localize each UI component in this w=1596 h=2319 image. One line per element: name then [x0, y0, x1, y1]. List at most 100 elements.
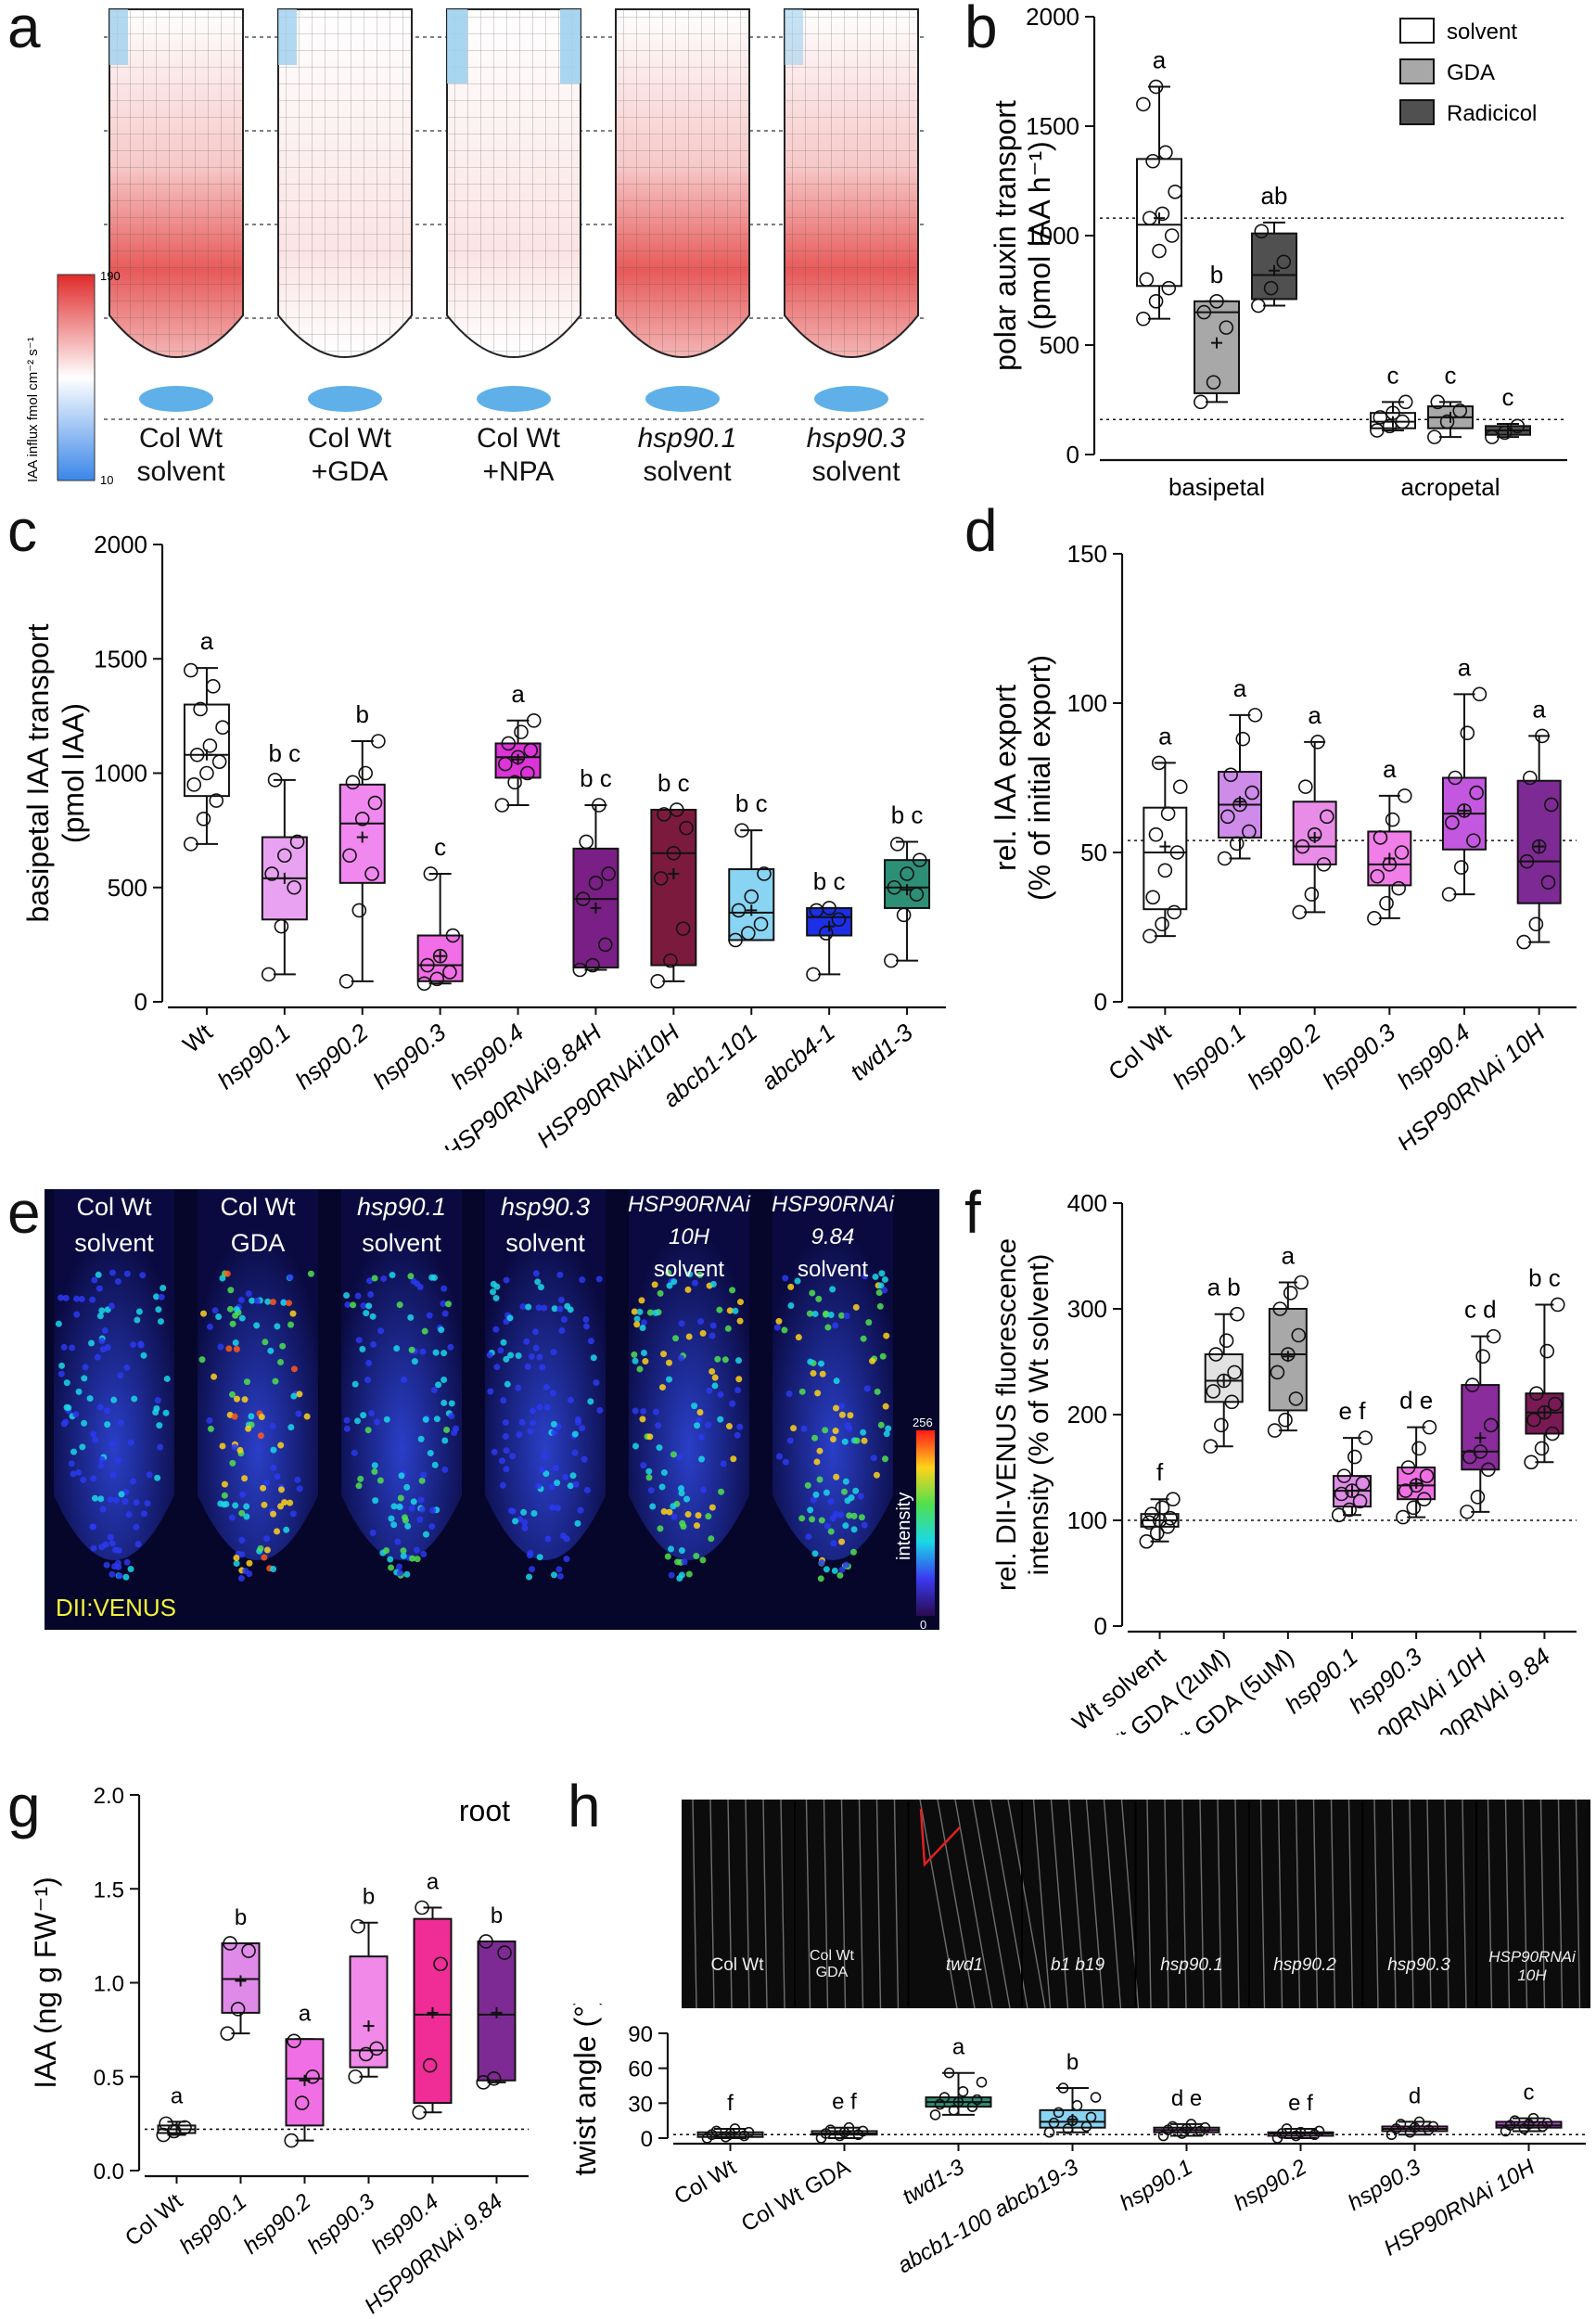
cell-wall-line: [1085, 1800, 1104, 2008]
nucleus-dot: [649, 1503, 657, 1510]
nucleus-dot: [705, 1513, 712, 1520]
cell-wall-line: [972, 1800, 1011, 2008]
data-point: [824, 2124, 836, 2136]
data-point: [1382, 857, 1398, 872]
nucleus-dot: [289, 1510, 297, 1518]
nucleus-dot: [865, 1319, 873, 1326]
nucleus-dot: [827, 1312, 835, 1319]
data-point: [494, 798, 510, 813]
nucleus-dot: [270, 1510, 277, 1518]
root-caption-2: Col Wt +GDA: [308, 423, 391, 487]
significance-letter: a: [1233, 674, 1247, 702]
root-caption-1: Col Wt solvent: [136, 423, 225, 487]
box-col-wt: a: [156, 2083, 197, 2143]
data-point: [507, 775, 522, 790]
cell-wall-line: [1007, 1800, 1046, 2008]
data-point: [264, 866, 279, 881]
data-point: [433, 1956, 448, 1972]
nucleus-dot: [127, 1439, 134, 1446]
nucleus-dot: [231, 1443, 238, 1451]
data-point: [1245, 785, 1259, 801]
nucleus-dot: [700, 1486, 708, 1493]
nucleus-dot: [388, 1515, 395, 1522]
significance-letter: d e: [1399, 1387, 1433, 1415]
data-point: [1214, 1417, 1229, 1433]
nucleus-dot: [232, 1312, 239, 1319]
nucleus-dot: [491, 1448, 498, 1455]
venus-caption-6: HSP90RNAi 9.84 solvent: [771, 1192, 895, 1282]
significance-letter: a b: [1207, 1274, 1241, 1301]
nucleus-dot: [123, 1558, 131, 1566]
influx-colorbar: [57, 274, 96, 481]
nucleus-dot: [696, 1408, 704, 1416]
data-point: [1066, 2115, 1079, 2126]
nucleus-dot: [79, 1443, 86, 1451]
nucleus-dot: [55, 1320, 62, 1327]
nucleus-dot: [90, 1544, 97, 1552]
nucleus-dot: [636, 1308, 644, 1315]
nucleus-dot: [670, 1503, 677, 1510]
nucleus-dot: [729, 1287, 736, 1294]
y-tick-label: 60: [628, 2057, 653, 2082]
data-point: [1483, 1417, 1499, 1433]
data-point: [277, 848, 292, 864]
nucleus-dot: [694, 1422, 701, 1429]
data-point: [501, 736, 517, 751]
data-point: [1352, 1493, 1368, 1509]
data-point: [184, 837, 198, 852]
nucleus-dot: [418, 1477, 426, 1484]
data-point: [1142, 1515, 1156, 1531]
nucleus-dot: [631, 1351, 638, 1358]
nucleus-dot: [528, 1352, 535, 1360]
nucleus-dot: [372, 1497, 379, 1505]
nucleus-dot: [787, 1283, 795, 1290]
data-point: [1043, 2126, 1055, 2138]
data-point: [1413, 2116, 1425, 2128]
venus-caption-4: hsp90.3 solvent: [500, 1193, 591, 1258]
x-tick-label-acropetal: acropetal: [1401, 473, 1500, 501]
nucleus-dot: [554, 1505, 561, 1512]
data-point: [429, 971, 445, 987]
box-basipetal-gda: b: [1194, 261, 1240, 410]
chart-f-dii-venus-intensity: 0 100 200 300 400 rel. DII-VENUS fluorescence…: [991, 1189, 1577, 1735]
nucleus-dot: [102, 1541, 109, 1548]
nucleus-dot: [632, 1357, 639, 1364]
nucleus-dot: [827, 1498, 835, 1505]
data-point: [416, 976, 432, 992]
cell-wall-line: [1067, 1800, 1087, 2008]
nucleus-dot: [555, 1566, 563, 1573]
nucleus-dot: [365, 1302, 373, 1310]
box-hsp90-3: d: [1381, 2083, 1449, 2141]
nucleus-dot: [134, 1541, 142, 1548]
nucleus-dot: [579, 1276, 586, 1284]
nucleus-dot: [535, 1304, 543, 1312]
data-point: [1144, 1506, 1159, 1521]
data-point: [1342, 1502, 1357, 1518]
x-tick-label-abcb1-100-abcb19-3: abcb1-100 abcb19-3: [893, 2154, 1083, 2278]
data-point: [189, 747, 205, 762]
nucleus-dot: [551, 1429, 558, 1437]
nucleus-dot: [277, 1503, 285, 1510]
nucleus-dot: [869, 1357, 876, 1364]
data-point: [432, 948, 448, 964]
nucleus-dot: [684, 1286, 692, 1293]
nucleus-dot: [287, 1274, 294, 1281]
y-tick-label: 400: [1067, 1189, 1107, 1217]
data-point: [1460, 725, 1475, 740]
nucleus-dot: [427, 1450, 434, 1457]
data-point: [1169, 845, 1185, 860]
nucleus-dot: [819, 1370, 826, 1377]
nucleus-dot: [78, 1295, 85, 1302]
data-point: [1509, 2115, 1521, 2126]
cell-wall-line: [1217, 1800, 1222, 2008]
significance-letter: b c: [891, 801, 924, 828]
nucleus-dot: [681, 1558, 688, 1566]
data-point: [734, 823, 749, 838]
nucleus-dot: [396, 1569, 403, 1577]
x-tick-label-hsp90rnai10h: HSP90RNAi10H: [531, 1018, 685, 1150]
nucleus-dot: [226, 1305, 234, 1313]
nucleus-dot: [422, 1416, 429, 1423]
nucleus-dot: [144, 1500, 151, 1507]
significance-letter: ab: [1261, 182, 1288, 210]
cell-wall-line: [1312, 1800, 1319, 2008]
